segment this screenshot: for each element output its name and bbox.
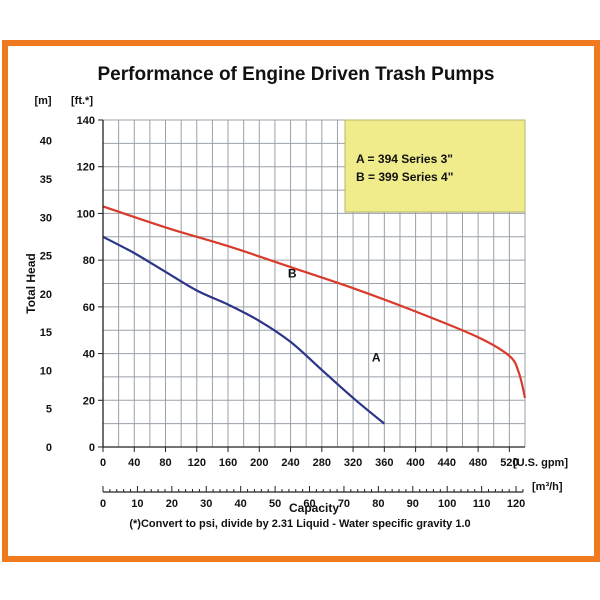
x2-tick-label: 80 <box>372 498 384 510</box>
x-tick-label: 80 <box>159 457 171 469</box>
series-label-b: B <box>288 267 297 281</box>
x-tick-label: 400 <box>406 457 424 469</box>
x2-tick-label: 10 <box>131 498 143 510</box>
series-label-a: A <box>372 350 381 364</box>
series-line-a <box>102 235 385 425</box>
x-tick-label: 360 <box>375 457 393 469</box>
x2-tick-label: 40 <box>235 498 247 510</box>
x2-tick-label: 60 <box>303 498 315 510</box>
series: AB <box>102 205 527 425</box>
x2-tick-label: 110 <box>473 498 491 510</box>
x2-tick-label: 120 <box>507 498 525 510</box>
y2-tick-label: 35 <box>40 174 52 186</box>
x-tick-label: 280 <box>313 457 331 469</box>
chart-title: Performance of Engine Driven Trash Pumps <box>98 64 495 85</box>
x-tick-label: 0 <box>100 457 106 469</box>
x-unit-label: [U.S. gpm] <box>513 457 568 469</box>
y2-tick-label: 0 <box>46 442 52 454</box>
x-tick-label: 200 <box>250 457 268 469</box>
y-tick-label: 100 <box>77 208 95 220</box>
y2-tick-label: 5 <box>46 404 52 416</box>
y2-tick-label: 30 <box>40 212 52 224</box>
x2-unit-label: [m³/h] <box>532 481 563 493</box>
y-tick-label: 80 <box>83 255 95 267</box>
y-tick-label: 60 <box>83 302 95 314</box>
x2-tick-label: 70 <box>338 498 350 510</box>
y-tick-label: 140 <box>77 115 95 127</box>
x-tick-label: 440 <box>438 457 456 469</box>
x-tick-label: 480 <box>469 457 487 469</box>
x-tick-label: 120 <box>188 457 206 469</box>
x2-tick-label: 50 <box>269 498 281 510</box>
y2-tick-label: 40 <box>40 136 52 148</box>
x2-tick-label: 90 <box>407 498 419 510</box>
legend-box <box>344 119 526 213</box>
y-tick-label: 0 <box>89 442 95 454</box>
y2-tick-label: 20 <box>40 289 52 301</box>
x-tick-label: 240 <box>281 457 299 469</box>
footnote: (*)Convert to psi, divide by 2.31 Liquid… <box>129 518 470 530</box>
y-axis-label: Total Head <box>24 253 38 313</box>
series-line-b <box>102 205 527 399</box>
y2-tick-label: 15 <box>40 327 52 339</box>
y-tick-label: 20 <box>83 395 95 407</box>
legend-entry-b: B = 399 Series 4" <box>356 170 453 184</box>
y-tick-label: 120 <box>77 162 95 174</box>
x-tick-label: 320 <box>344 457 362 469</box>
x-tick-label: 520 <box>500 457 518 469</box>
x-axis-label: Capacity <box>289 501 339 515</box>
y-tick-label: 40 <box>83 349 95 361</box>
y2-tick-label: 10 <box>40 365 52 377</box>
x-tick-label: 160 <box>219 457 237 469</box>
legend: A = 394 Series 3" B = 399 Series 4" <box>344 119 526 213</box>
y2-tick-label: 25 <box>40 251 52 263</box>
x2-tick-label: 20 <box>166 498 178 510</box>
y-unit-label: [ft.*] <box>71 95 93 107</box>
legend-entry-a: A = 394 Series 3" <box>356 152 453 166</box>
x2-tick-label: 30 <box>200 498 212 510</box>
x2-tick-label: 0 <box>100 498 106 510</box>
x-tick-label: 40 <box>128 457 140 469</box>
y2-unit-label: [m] <box>34 95 51 107</box>
x2-tick-label: 100 <box>438 498 456 510</box>
